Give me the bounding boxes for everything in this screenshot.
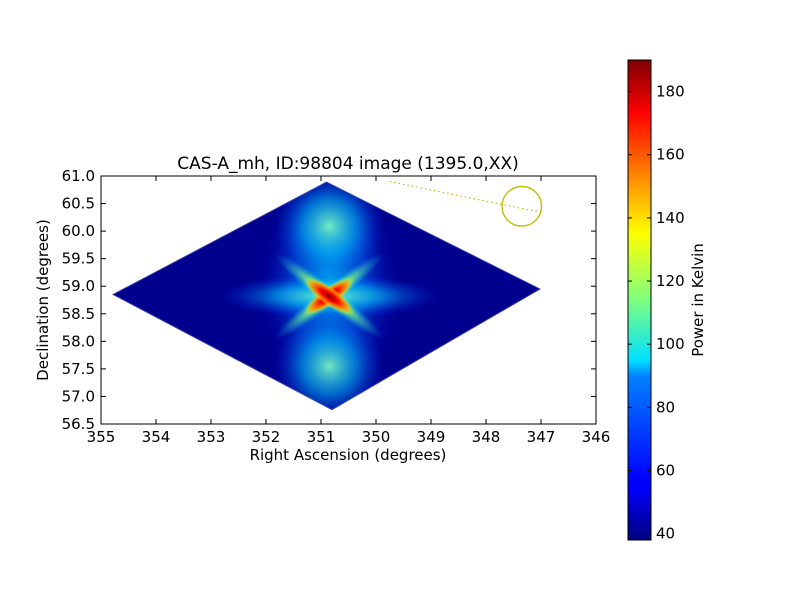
x-tick-label: 349 bbox=[417, 428, 446, 446]
colorbar: 40 60 80 100 120 140 160 180 Power in Kelvin bbox=[627, 59, 707, 543]
y-tick-label: 59.5 bbox=[62, 250, 95, 268]
x-axis-ticks: 355 354 353 352 351 350 349 348 347 346 bbox=[87, 176, 611, 446]
colorbar-label: Power in Kelvin bbox=[689, 243, 707, 357]
y-axis-label: Declination (degrees) bbox=[34, 219, 52, 381]
emission-core-b bbox=[304, 277, 355, 315]
heatmap-image bbox=[112, 181, 541, 411]
y-tick-label: 57.0 bbox=[62, 387, 95, 405]
colorbar-tick-label: 60 bbox=[656, 462, 675, 480]
x-axis-label: Right Ascension (degrees) bbox=[250, 446, 447, 464]
plot-frame bbox=[100, 175, 597, 425]
colorbar-tick-label: 180 bbox=[656, 83, 685, 101]
colorbar-gradient bbox=[628, 60, 651, 540]
y-tick-label: 57.5 bbox=[62, 360, 95, 378]
x-tick-label: 346 bbox=[582, 428, 611, 446]
x-tick-label: 353 bbox=[197, 428, 226, 446]
beam-circle bbox=[501, 185, 543, 227]
colorbar-ticks: 40 60 80 100 120 140 160 180 bbox=[628, 83, 685, 543]
chart-title: CAS-A_mh, ID:98804 image (1395.0,XX) bbox=[177, 154, 518, 174]
y-tick-label: 60.5 bbox=[62, 195, 95, 213]
y-tick-label: 61.0 bbox=[62, 167, 95, 185]
plot-area: 355 354 353 352 351 350 349 348 347 346 56.557.05… bbox=[62, 167, 611, 446]
x-tick-label: 348 bbox=[472, 428, 501, 446]
x-tick-label: 350 bbox=[362, 428, 391, 446]
colorbar-tick-label: 160 bbox=[656, 146, 685, 164]
colorbar-tick-label: 120 bbox=[656, 272, 685, 290]
y-tick-label: 59.0 bbox=[62, 277, 95, 295]
y-tick-label: 58.0 bbox=[62, 332, 95, 350]
colorbar-frame bbox=[627, 59, 652, 541]
x-tick-label: 354 bbox=[142, 428, 171, 446]
guide-line bbox=[389, 180, 544, 214]
y-tick-label: 60.0 bbox=[62, 222, 95, 240]
x-tick-label: 351 bbox=[307, 428, 336, 446]
x-tick-label: 355 bbox=[87, 428, 116, 446]
y-tick-label: 58.5 bbox=[62, 305, 95, 323]
x-tick-label: 347 bbox=[527, 428, 556, 446]
colorbar-tick-label: 40 bbox=[656, 525, 675, 543]
colorbar-tick-label: 140 bbox=[656, 209, 685, 227]
emission-lobe-north bbox=[274, 181, 385, 282]
colorbar-tick-label: 100 bbox=[656, 335, 685, 353]
overlay-layer bbox=[389, 180, 544, 227]
x-tick-label: 352 bbox=[252, 428, 281, 446]
y-axis-ticks: 56.5 57.0 57.5 58.0 58.5 59.0 59.5 60.0 60.5 61.0 bbox=[62, 167, 596, 433]
y-tick-label: 56.5 bbox=[62, 415, 95, 433]
colorbar-tick-label: 80 bbox=[656, 398, 675, 416]
